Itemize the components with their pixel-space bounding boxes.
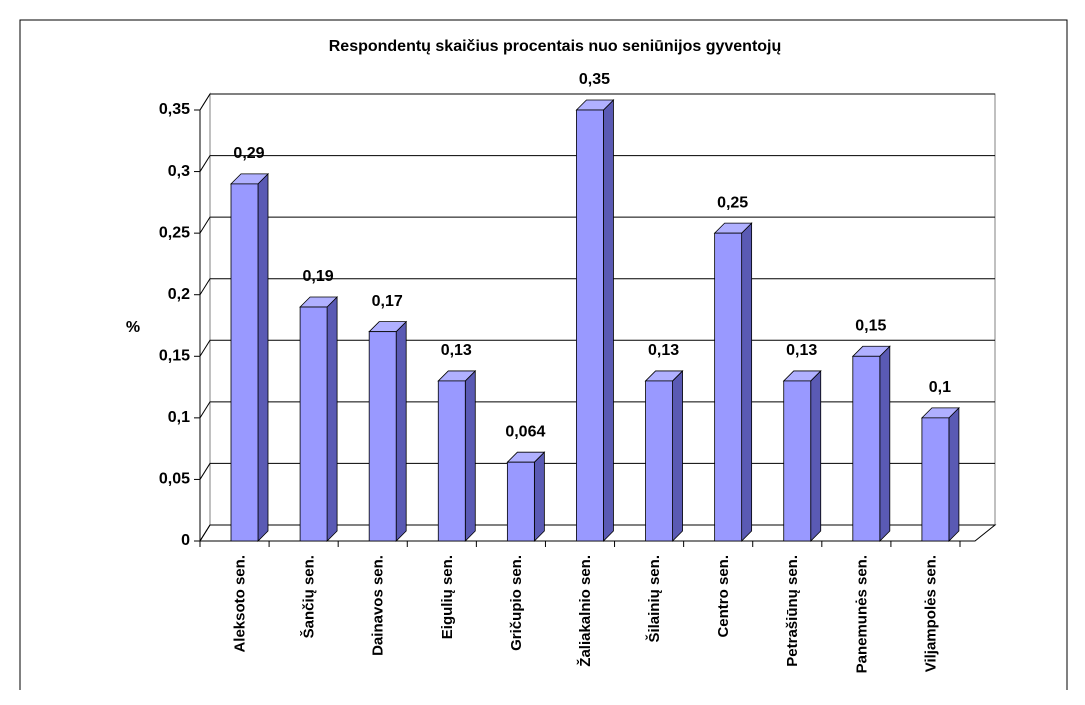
side-wall: [199, 92, 211, 543]
bar: [230, 183, 259, 542]
y-tick-label: 0,2: [168, 286, 190, 303]
bar: [506, 461, 535, 542]
x-tick-label: Centro sen.: [715, 555, 732, 638]
bar-side: [672, 369, 683, 542]
bar-side: [395, 320, 407, 542]
y-tick-label: 0,35: [159, 101, 190, 118]
bar-side: [326, 296, 338, 542]
y-tick-label: 0,1: [168, 409, 190, 426]
x-tick-label: Šančių sen.: [300, 555, 318, 638]
bar: [645, 380, 673, 542]
frame: [19, 19, 1068, 690]
bar-side: [464, 369, 476, 542]
bar-side: [810, 369, 822, 542]
value-label: 0,25: [717, 194, 748, 211]
bar-side: [879, 345, 891, 542]
value-label: 0,13: [441, 342, 472, 359]
grid-line: [199, 93, 995, 111]
y-tick-label: 0,25: [159, 224, 190, 241]
y-tick-label: 0,3: [168, 163, 190, 180]
value-label: 0,35: [579, 71, 610, 88]
bar-side: [603, 99, 614, 542]
value-label: 0,1: [929, 379, 951, 396]
bar-side: [257, 172, 269, 542]
x-tick-label: Dainavos sen.: [370, 555, 387, 656]
grid-line: [199, 216, 995, 234]
bar: [299, 306, 328, 542]
value-label: 0,17: [372, 293, 403, 310]
bar-side: [741, 222, 753, 542]
bar: [576, 109, 604, 542]
value-label: 0,15: [855, 318, 886, 335]
x-tick-label: Žaliakalnio sen.: [576, 555, 594, 667]
chart-title: Respondentų skaičius procentais nuo seni…: [329, 38, 782, 55]
bar: [714, 232, 743, 542]
x-tick-label: Gričupio sen.: [508, 555, 525, 651]
bar: [783, 380, 812, 542]
bar-side: [533, 451, 545, 542]
value-label: 0,13: [648, 342, 679, 359]
x-tick-label: Šilainių sen.: [645, 555, 663, 643]
y-tick-label: 0,15: [159, 348, 190, 365]
value-label: 0,29: [233, 145, 264, 162]
bar: [852, 355, 881, 542]
y-tick-label: 0,05: [159, 471, 190, 488]
y-tick-label: 0: [181, 532, 190, 549]
value-label: 0,13: [786, 342, 817, 359]
x-tick-label: Eigulių sen.: [439, 555, 456, 639]
bar: [437, 380, 466, 542]
value-label: 0,064: [505, 423, 545, 440]
x-tick-label: Aleksoto sen.: [232, 555, 249, 653]
x-tick-label: Panemunės sen.: [853, 555, 870, 673]
grid-line: [199, 155, 995, 172]
bar: [921, 417, 950, 542]
y-axis-label: %: [126, 319, 140, 336]
bar: [368, 331, 397, 542]
bar-side: [948, 406, 960, 542]
value-label: 0,19: [303, 268, 334, 285]
x-tick-label: Viljampolės sen.: [922, 555, 939, 672]
x-tick-label: Petrašiūnų sen.: [784, 555, 801, 667]
